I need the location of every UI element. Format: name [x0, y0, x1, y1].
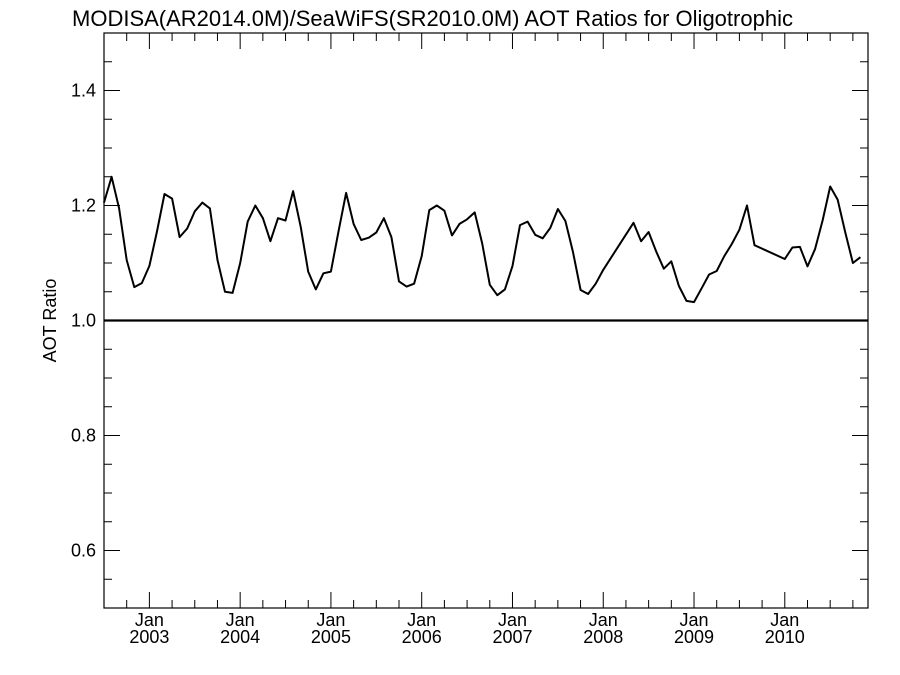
x-tick-year-label: 2006 — [402, 627, 442, 647]
y-tick-label: 1.4 — [71, 81, 96, 101]
x-tick-year-label: 2009 — [674, 627, 714, 647]
y-axis-label: AOT Ratio — [40, 279, 60, 363]
chart-title: MODISA(AR2014.0M)/SeaWiFS(SR2010.0M) AOT… — [72, 6, 793, 31]
x-tick-month-label: Jan — [589, 610, 618, 630]
x-tick-year-label: 2005 — [311, 627, 351, 647]
x-tick-month-label: Jan — [680, 610, 709, 630]
x-tick-month-label: Jan — [498, 610, 527, 630]
y-tick-label: 0.6 — [71, 541, 96, 561]
x-tick-year-label: 2007 — [492, 627, 532, 647]
x-tick-month-label: Jan — [135, 610, 164, 630]
plot-area: 0.60.81.01.21.4Jan2003Jan2004Jan2005Jan2… — [71, 32, 869, 647]
x-tick-month-label: Jan — [316, 610, 345, 630]
x-tick-month-label: Jan — [770, 610, 799, 630]
y-tick-label: 0.8 — [71, 426, 96, 446]
x-tick-month-label: Jan — [407, 610, 436, 630]
x-tick-year-label: 2010 — [765, 627, 805, 647]
y-tick-label: 1.2 — [71, 196, 96, 216]
y-tick-label: 1.0 — [71, 311, 96, 331]
x-tick-year-label: 2003 — [129, 627, 169, 647]
x-tick-year-label: 2004 — [220, 627, 260, 647]
x-tick-month-label: Jan — [226, 610, 255, 630]
x-tick-year-label: 2008 — [583, 627, 623, 647]
series-line — [103, 175, 862, 304]
